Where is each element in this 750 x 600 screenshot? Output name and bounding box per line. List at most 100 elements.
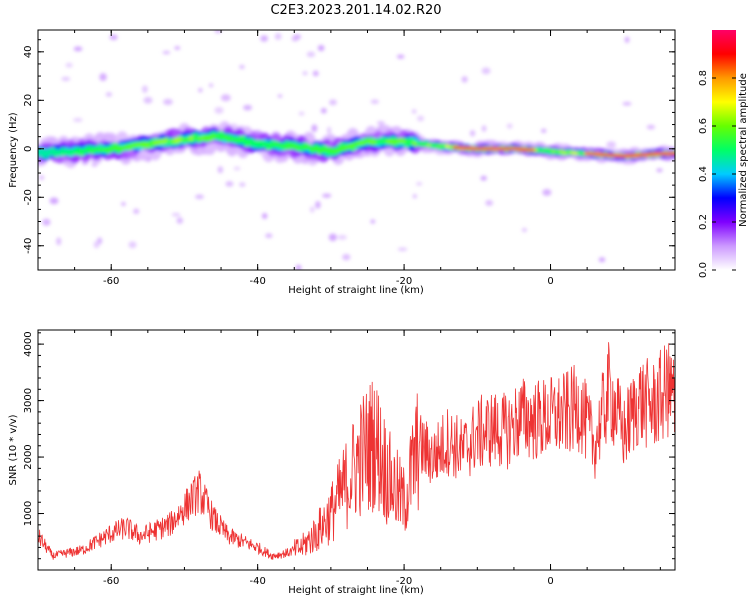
- x-tick-label: -20: [396, 576, 412, 587]
- heatmap-noise-blob: [214, 107, 224, 114]
- heatmap-noise-blob: [622, 101, 632, 106]
- x-tick-label: -60: [103, 576, 119, 587]
- colorbar-tick-label: 0.6: [698, 118, 709, 134]
- heatmap-noise-blob: [295, 264, 302, 270]
- x-tick-label: -60: [103, 276, 119, 287]
- snr-ylabel: SNR (10 * v/v): [8, 414, 19, 485]
- colorbar-tick-label: 0.4: [698, 166, 709, 182]
- y-tick-label: 3000: [23, 388, 34, 413]
- y-tick-label: -40: [23, 238, 34, 254]
- heatmap-noise-blob: [93, 241, 100, 249]
- heatmap-noise-blob: [42, 218, 51, 226]
- heatmap-noise-blob: [302, 71, 308, 76]
- heatmap-noise-blob: [412, 194, 417, 199]
- heatmap-noise-blob: [274, 33, 282, 40]
- heatmap-noise-blob: [312, 70, 319, 77]
- heatmap-noise-blob: [162, 50, 171, 55]
- colorbar-label: Normalized spectral amplitude: [738, 73, 749, 227]
- heatmap-noise-blob: [39, 175, 45, 181]
- heatmap-noise-blob: [198, 88, 203, 93]
- heatmap-noise-blob: [337, 235, 347, 240]
- y-tick-label: 4000: [23, 331, 34, 356]
- heatmap-noise-blob: [133, 208, 140, 214]
- heatmap-noise-blob: [220, 94, 231, 102]
- spectrogram-heatmap: [38, 30, 675, 270]
- heatmap-core-blob: [672, 152, 675, 156]
- heatmap-noise-blob: [56, 237, 62, 246]
- heatmap-noise-blob: [317, 44, 325, 52]
- colorbar-bar: [712, 30, 736, 270]
- heatmap-noise-blob: [121, 202, 126, 206]
- heatmap-noise-blob: [315, 201, 321, 209]
- heatmap-noise-blob: [327, 126, 332, 135]
- heatmap-noise-blob: [309, 206, 315, 213]
- heatmap-noise-blob: [171, 213, 181, 217]
- spectrogram-frame: [37, 29, 676, 271]
- figure-title: C2E3.2023.201.14.02.R20: [270, 3, 441, 18]
- heatmap-noise-blob: [320, 108, 327, 114]
- x-tick-label: -40: [249, 576, 265, 587]
- spectrogram-ticks: -60 -40 -20 0 -40 -20 0 20 40: [23, 30, 675, 287]
- x-tick-label: 0: [547, 576, 553, 587]
- heatmap-noise-blob: [291, 36, 299, 42]
- heatmap-noise-blob: [73, 117, 83, 122]
- colorbar-tick-label: 0.2: [698, 214, 709, 230]
- heatmap-noise-blob: [329, 99, 337, 106]
- colorbar-tick-label: 0.0: [698, 262, 709, 278]
- heatmap-noise-blob: [65, 62, 73, 68]
- y-tick-label: 40: [23, 45, 34, 58]
- heatmap-noise-blob: [306, 51, 316, 58]
- heatmap-noise-blob: [376, 121, 385, 125]
- heatmap-noise-blob: [480, 175, 487, 181]
- heatmap-noise-blob: [606, 141, 617, 149]
- heatmap-noise-blob: [396, 54, 405, 59]
- heatmap-noise-blob: [214, 30, 222, 34]
- heatmap-noise-blob: [239, 64, 245, 69]
- heatmap-noise-blob: [239, 182, 246, 187]
- snr-panel: -60 -40 -20 0 1000 2000 3000 4000 Height of str…: [8, 329, 676, 596]
- spectrogram-panel: -60 -40 -20 0 -40 -20 0 20 40 Height of straight…: [8, 29, 676, 296]
- y-tick-label: 20: [23, 94, 34, 107]
- heatmap-noise-blob: [506, 123, 513, 129]
- heatmap-noise-blob: [99, 73, 107, 82]
- heatmap-noise-blob: [277, 94, 283, 98]
- snr-plot-area: [38, 342, 675, 560]
- heatmap-noise-blob: [142, 85, 148, 94]
- x-tick-label: -20: [396, 276, 412, 287]
- heatmap-noise-blob: [342, 253, 351, 261]
- snr-xlabel: Height of straight line (km): [288, 585, 424, 596]
- heatmap-noise-blob: [521, 228, 527, 233]
- spectrogram-ylabel: Frequency (Hz): [8, 112, 19, 188]
- heatmap-noise-blob: [370, 99, 379, 104]
- heatmap-noise-blob: [176, 217, 183, 224]
- heatmap-core-blob: [529, 148, 536, 152]
- heatmap-noise-blob: [328, 233, 337, 242]
- colorbar: 0.0 0.2 0.4 0.6 0.8 Normalized spectral ampl…: [698, 30, 749, 278]
- x-tick-label: -40: [249, 276, 265, 287]
- heatmap-noise-blob: [485, 199, 494, 206]
- y-tick-label: 0: [23, 146, 34, 152]
- heatmap-noise-blob: [542, 188, 552, 196]
- heatmap-noise-blob: [481, 67, 491, 75]
- heatmap-noise-blob: [311, 124, 318, 133]
- snr-series-line: [38, 342, 675, 560]
- heatmap-noise-blob: [298, 111, 305, 116]
- heatmap-noise-blob: [624, 36, 630, 43]
- heatmap-noise-blob: [260, 35, 269, 42]
- colorbar-ticks: 0.0 0.2 0.4 0.6 0.8: [698, 70, 736, 278]
- snr-ticks: -60 -40 -20 0 1000 2000 3000 4000: [23, 330, 675, 587]
- heatmap-noise-blob: [105, 92, 113, 97]
- heatmap-noise-blob: [598, 257, 606, 263]
- heatmap-noise-blob: [208, 83, 214, 88]
- heatmap-noise-blob: [128, 241, 137, 249]
- heatmap-noise-blob: [225, 181, 234, 187]
- y-tick-label: 1000: [23, 501, 34, 526]
- heatmap-noise-blob: [233, 166, 241, 171]
- heatmap-noise-blob: [49, 197, 59, 205]
- spectrogram-xlabel: Height of straight line (km): [288, 285, 424, 296]
- heatmap-noise-blob: [481, 125, 487, 132]
- y-tick-label: 2000: [23, 444, 34, 469]
- heatmap-noise-blob: [322, 193, 332, 198]
- heatmap-noise-blob: [541, 128, 547, 133]
- heatmap-noise-blob: [143, 96, 153, 104]
